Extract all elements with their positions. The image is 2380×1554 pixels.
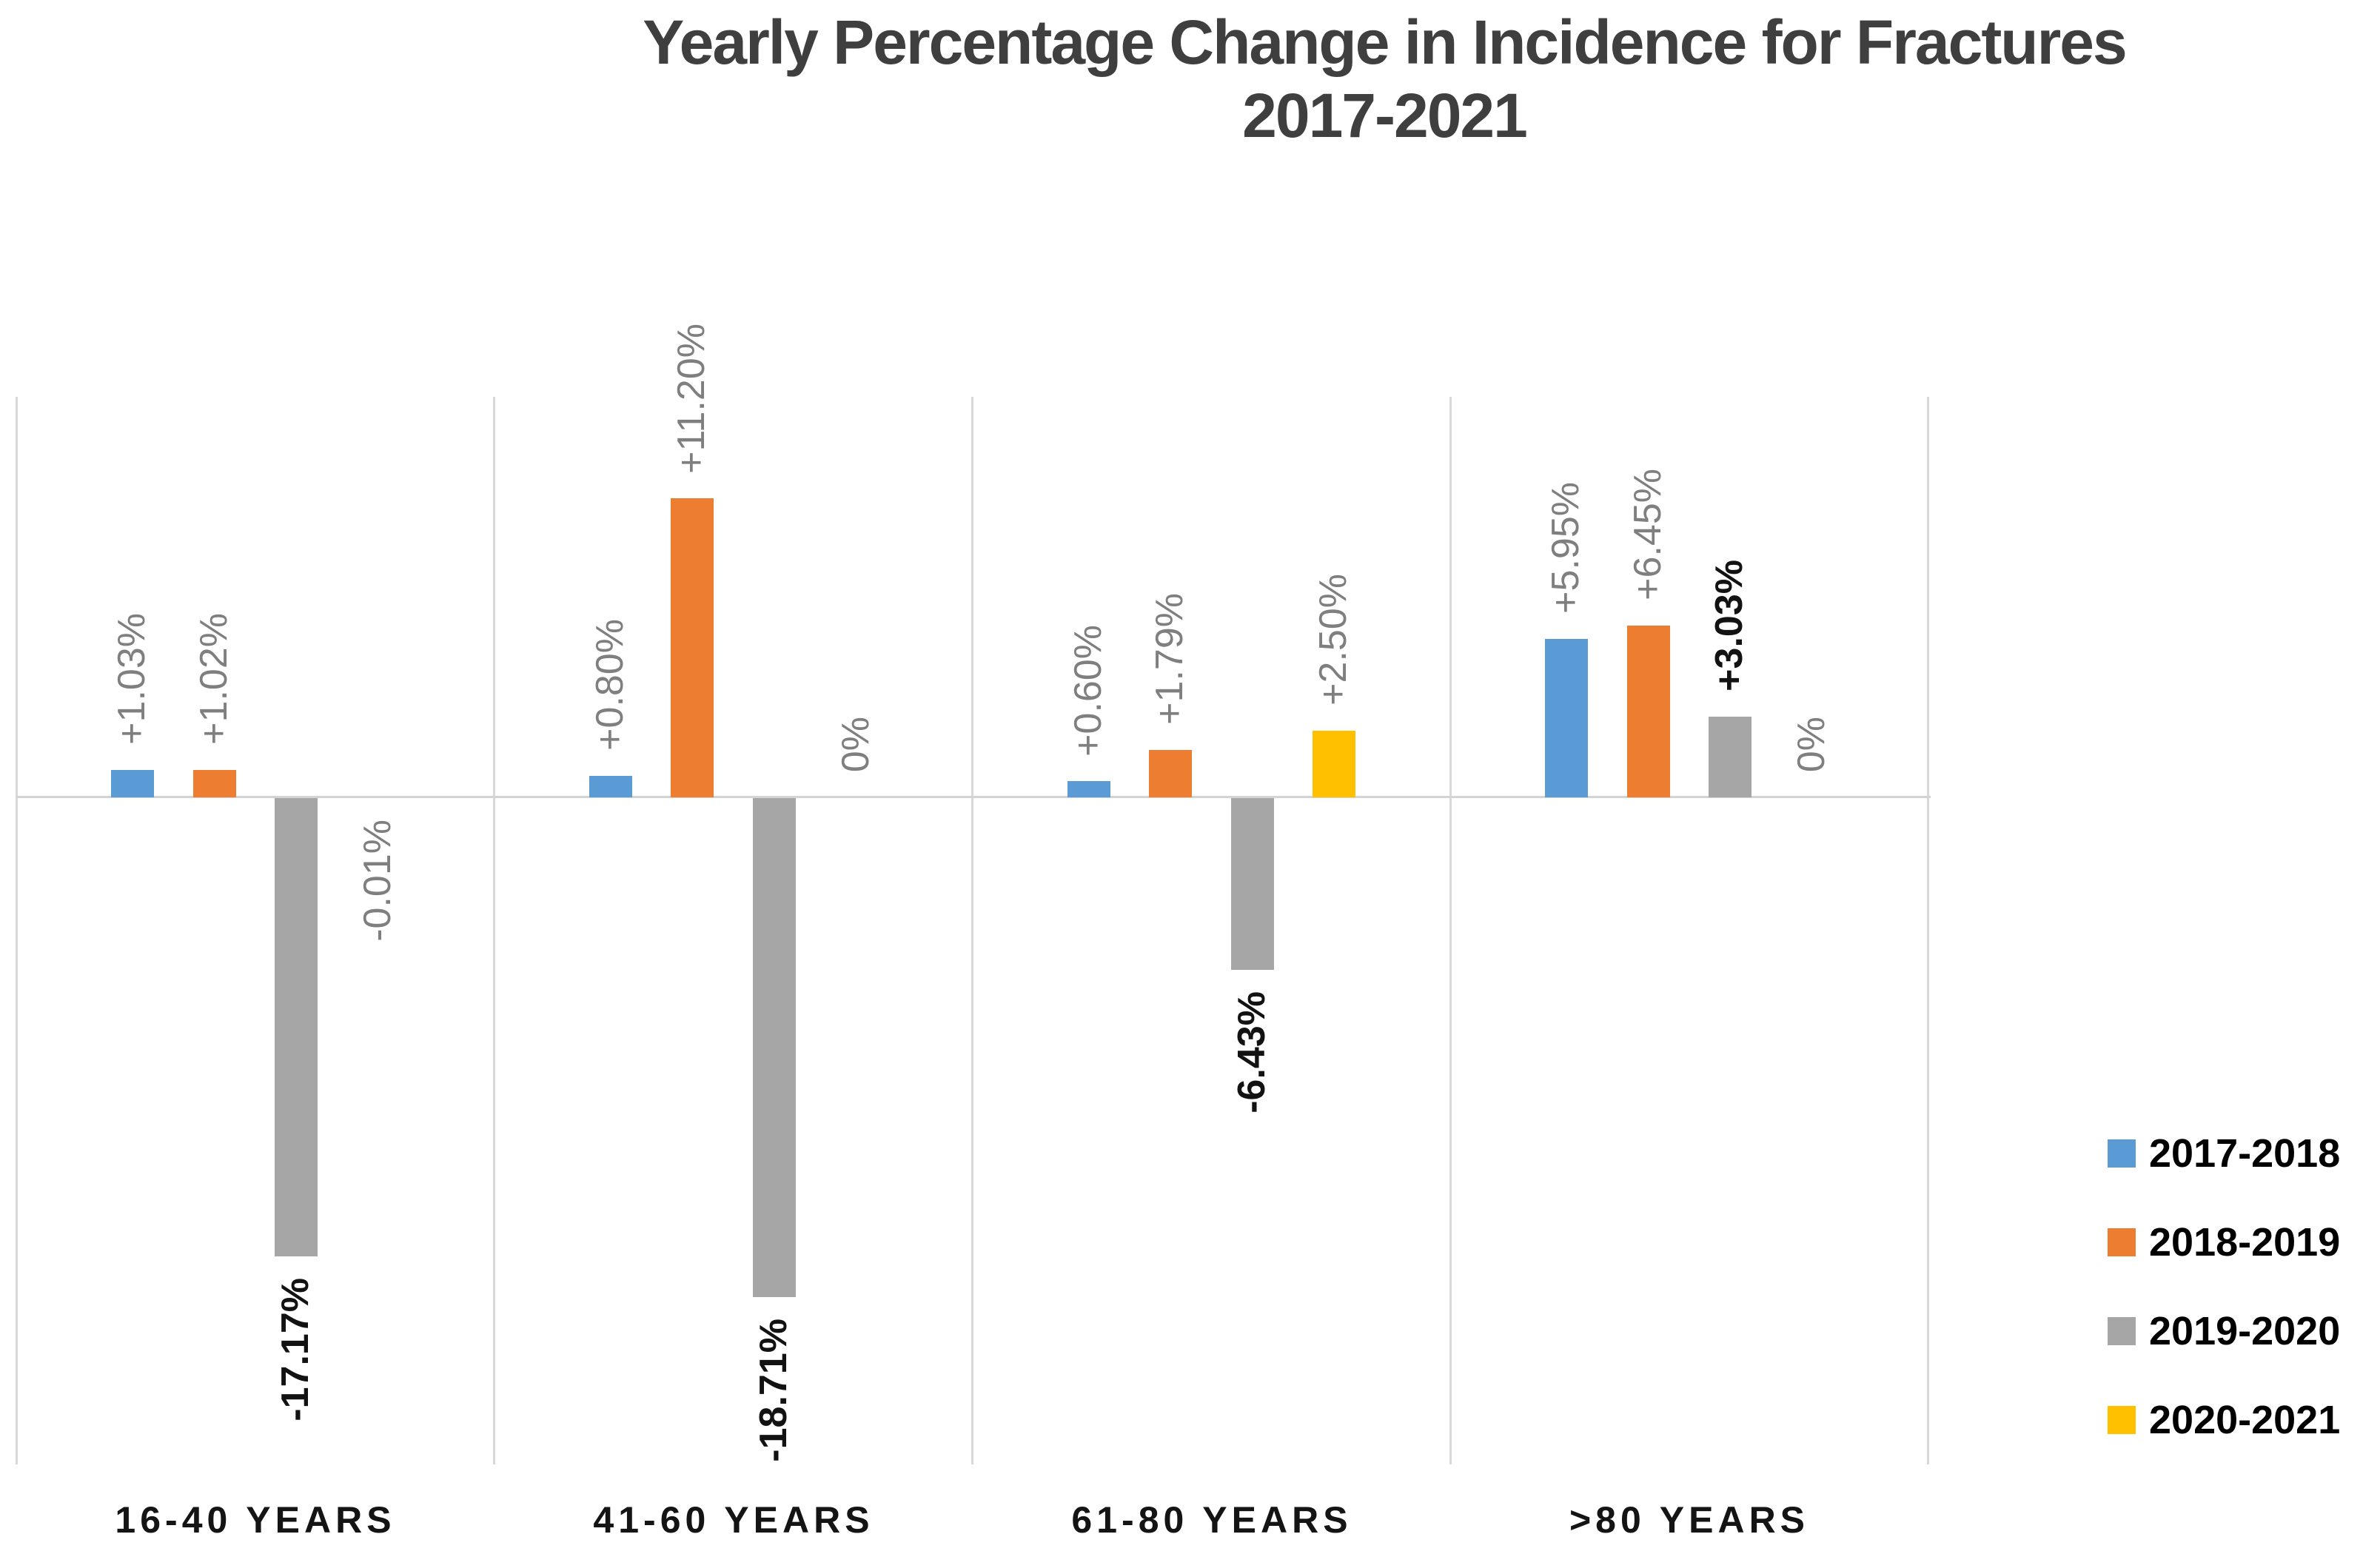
data-label-2020-2021-41-60-years: 0%: [834, 716, 877, 772]
bar-2017-2018-41-60-years: [589, 776, 632, 797]
legend-swatch-2020-2021: [2108, 1406, 2136, 1434]
category-separator-2: [971, 397, 973, 1464]
legend-label-2020-2021: 2020-2021: [2149, 1398, 2341, 1442]
bar-2019-2020-16-40-years: [275, 798, 318, 1256]
bar-2019-2020-41-60-years: [753, 798, 796, 1298]
bar-2017-2018-61-80-years: [1067, 781, 1110, 797]
data-label-2019-2020->80-years: +3.03%: [1708, 560, 1752, 691]
legend-label-2018-2019: 2018-2019: [2149, 1220, 2341, 1265]
bar-2018-2019-41-60-years: [671, 498, 714, 797]
bar-2017-2018->80-years: [1545, 638, 1589, 797]
zero-axis-line: [16, 796, 1931, 798]
legend-item-2018-2019: 2018-2019: [2108, 1219, 2340, 1265]
legend-item-2019-2020: 2019-2020: [2108, 1308, 2340, 1354]
category-label-16-40: 16-40 YEARS: [115, 1499, 396, 1541]
chart-title-line2: 2017-2021: [1242, 81, 1528, 151]
bar-2017-2018-16-40-years: [111, 769, 154, 797]
data-label-2018-2019-16-40-years: +1.02%: [192, 613, 235, 746]
category-label-41-60: 41-60 YEARS: [593, 1499, 874, 1541]
data-label-2019-2020-41-60-years: -18.71%: [752, 1319, 795, 1462]
bar-2019-2020-61-80-years: [1230, 798, 1274, 970]
legend-swatch-2018-2019: [2108, 1228, 2136, 1256]
bar-2019-2020->80-years: [1709, 716, 1752, 797]
data-label-2017-2018-16-40-years: +1.03%: [110, 613, 153, 745]
category-label-61-80: 61-80 YEARS: [1071, 1499, 1352, 1541]
legend-swatch-2019-2020: [2108, 1317, 2136, 1345]
value-axis-line: [16, 397, 18, 1464]
category-label-over80: >80 YEARS: [1569, 1499, 1810, 1541]
bar-2020-2021-61-80-years: [1313, 730, 1356, 797]
data-label-2020-2021-16-40-years: -0.01%: [355, 820, 399, 942]
legend-label-2017-2018: 2017-2018: [2149, 1131, 2341, 1176]
legend-item-2020-2021: 2020-2021: [2108, 1397, 2340, 1443]
data-label-2020-2021-61-80-years: +2.50%: [1312, 574, 1355, 706]
chart-title: Yearly Percentage Change in Incidence fo…: [348, 6, 2380, 153]
data-label-2018-2019->80-years: +6.45%: [1626, 468, 1669, 600]
data-label-2018-2019-41-60-years: +11.20%: [670, 323, 714, 474]
legend-label-2019-2020: 2019-2020: [2149, 1309, 2341, 1353]
legend: 2017-2018 2018-2019 2019-2020 2020-2021: [2108, 1131, 2380, 1456]
data-label-2017-2018->80-years: +5.95%: [1544, 481, 1588, 614]
data-label-2019-2020-16-40-years: -17.17%: [274, 1277, 318, 1421]
bar-2018-2019-16-40-years: [192, 770, 236, 797]
chart-title-line1: Yearly Percentage Change in Incidence fo…: [643, 7, 2127, 77]
category-separator-1: [493, 397, 495, 1464]
data-label-2018-2019-61-80-years: +1.79%: [1148, 592, 1192, 725]
data-label-2019-2020-61-80-years: -6.43%: [1230, 991, 1273, 1113]
plot-right-border: [1927, 397, 1929, 1464]
bar-2018-2019-61-80-years: [1149, 749, 1193, 797]
bar-2018-2019->80-years: [1626, 625, 1670, 797]
data-label-2017-2018-41-60-years: +0.80%: [588, 619, 631, 751]
legend-swatch-2017-2018: [2108, 1139, 2136, 1168]
legend-item-2017-2018: 2017-2018: [2108, 1131, 2340, 1176]
category-separator-3: [1449, 397, 1452, 1464]
data-label-2017-2018-61-80-years: +0.60%: [1066, 624, 1110, 757]
data-label-2020-2021->80-years: 0%: [1790, 716, 1834, 772]
